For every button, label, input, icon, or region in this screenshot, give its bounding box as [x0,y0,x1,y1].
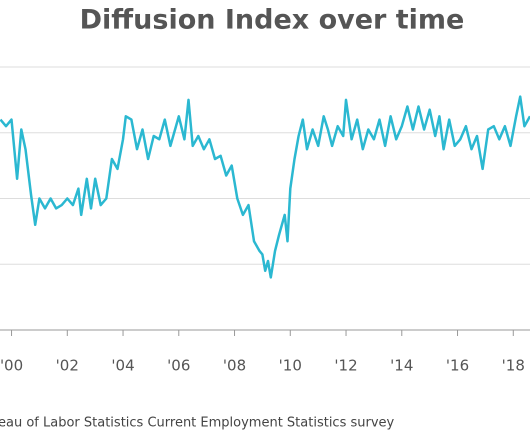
x-tick-label: '16 [446,357,469,375]
x-tick-label: '02 [56,357,79,375]
chart-title: Diffusion Index over time [80,5,465,36]
x-tick-label: '08 [223,357,246,375]
source-note: eau of Labor Statistics Current Employme… [0,416,395,431]
x-tick-label: '18 [502,357,525,375]
x-tick-label: '04 [111,357,134,375]
x-tick-label: '06 [167,357,190,375]
x-tick-label: '10 [279,357,302,375]
data-line [0,95,530,279]
x-tick-label: '00 [0,357,23,375]
x-tick-label: '12 [334,357,357,375]
x-tick-label: '14 [390,357,413,375]
